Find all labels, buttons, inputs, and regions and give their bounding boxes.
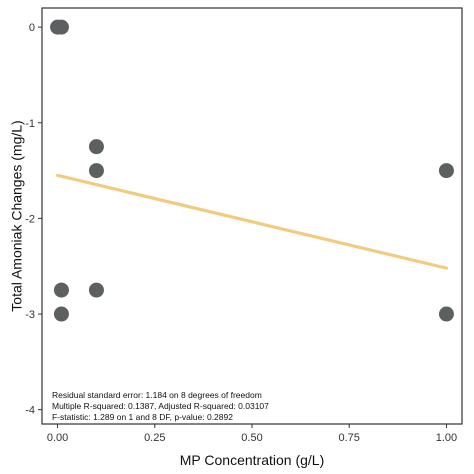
y-axis-title: Total Amoniak Changes (mg/L) (9, 120, 25, 311)
x-tick-label: 0.75 (339, 432, 360, 444)
plot-panel-border (41, 7, 463, 425)
data-point (53, 306, 69, 322)
x-axis-ticks: 0.00 0.25 0.50 0.75 1.00 (47, 424, 457, 444)
data-point (53, 19, 69, 35)
y-tick-label: -3 (25, 309, 35, 321)
data-point (88, 139, 104, 155)
x-tick-label: 1.00 (436, 432, 457, 444)
stats-annotation: Multiple R-squared: 0.1387, Adjusted R-s… (52, 401, 269, 411)
stats-annotation: F-statistic: 1.289 on 1 and 8 DF, p-valu… (52, 412, 233, 422)
x-tick-label: 0.25 (144, 432, 165, 444)
annotations: Residual standard error: 1.184 on 8 degr… (52, 390, 269, 422)
y-tick-label: 0 (29, 22, 35, 34)
y-tick-label: -2 (25, 213, 35, 225)
y-axis-ticks: 0 -1 -2 -3 -4 (25, 22, 42, 417)
stats-annotation: Residual standard error: 1.184 on 8 degr… (52, 390, 262, 400)
data-point (88, 163, 104, 179)
x-axis-title: MP Concentration (g/L) (180, 452, 324, 468)
data-point (88, 282, 104, 298)
data-points (50, 19, 454, 322)
y-tick-label: -1 (25, 118, 35, 130)
data-point (438, 306, 454, 322)
regression-line (55, 173, 449, 270)
regression-line-layer (55, 173, 449, 270)
data-point (53, 282, 69, 298)
data-point (438, 163, 454, 179)
x-tick-label: 0.00 (47, 432, 68, 444)
x-tick-label: 0.50 (241, 432, 262, 444)
y-tick-label: -4 (25, 405, 35, 417)
